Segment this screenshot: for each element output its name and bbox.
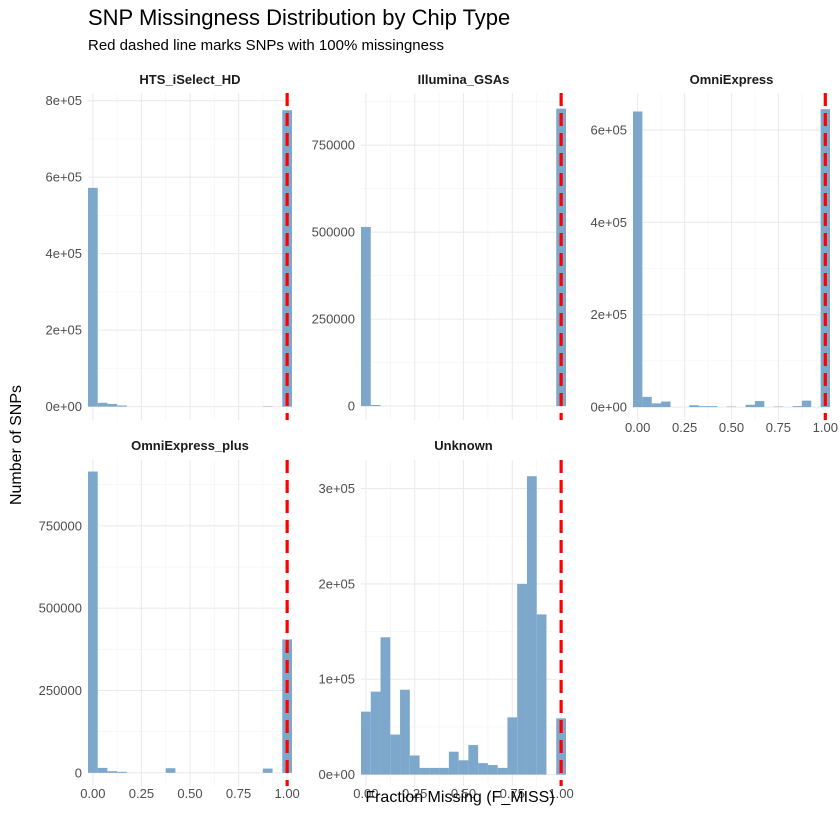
histogram-bar	[801, 400, 812, 408]
histogram-bar	[107, 771, 118, 773]
y-tick-label: 2e+05	[45, 323, 82, 338]
y-tick-label: 4e+05	[590, 215, 627, 230]
facet-strip-label: HTS_iSelect_HD	[139, 72, 240, 87]
x-tick-label: 0.00	[353, 786, 378, 801]
histogram-bar	[262, 768, 273, 773]
histogram-bar	[517, 583, 527, 775]
histogram-bar	[689, 405, 699, 408]
x-tick-label: 0.75	[500, 786, 525, 801]
facet-panel: OmniExpress 0e+00 2e+05 4e+05 6e+05 0.00 0.25 0…	[590, 72, 837, 435]
y-tick-label: 500000	[39, 601, 82, 616]
y-tick-label: 6e+05	[45, 170, 82, 185]
histogram-bar	[478, 763, 488, 775]
histogram-bar	[792, 406, 802, 408]
facet-strip-label: Unknown	[434, 438, 493, 453]
x-tick-label: 0.75	[766, 420, 791, 435]
histogram-bar	[419, 767, 430, 775]
facet-strip-label: OmniExpress_plus	[131, 438, 249, 453]
histogram-bar	[536, 614, 547, 775]
histogram-bar	[448, 751, 459, 775]
y-tick-label: 0e+00	[318, 767, 355, 782]
y-tick-label: 750000	[312, 138, 355, 153]
facet-panel: Illumina_GSAs 0 250000 500000 750000	[312, 72, 566, 420]
histogram-bar	[487, 765, 498, 775]
y-tick-label: 8e+05	[45, 93, 82, 108]
x-tick-label: 1.00	[274, 786, 299, 801]
x-tick-label: 0.50	[177, 786, 202, 801]
x-tick-label: 1.00	[548, 786, 573, 801]
y-tick-label: 250000	[312, 312, 355, 327]
histogram-bar	[497, 767, 508, 775]
y-tick-label: 4e+05	[45, 246, 82, 261]
histogram-bar	[439, 767, 449, 775]
y-tick-label: 250000	[39, 683, 82, 698]
y-tick-label: 0	[348, 399, 355, 414]
histogram-bar	[361, 711, 371, 775]
histogram-bar	[97, 767, 108, 773]
histogram-bar	[745, 404, 755, 408]
y-axis-title: Number of SNPs	[8, 385, 25, 505]
histogram-bar	[117, 771, 127, 773]
y-tick-label: 3e+05	[318, 481, 355, 496]
y-tick-label: 2e+05	[318, 576, 355, 591]
facet-strip-label: OmniExpress	[690, 72, 774, 87]
x-tick-label: 1.00	[813, 420, 838, 435]
histogram-bar	[107, 403, 118, 407]
histogram-bar	[370, 405, 381, 407]
histogram-bar	[88, 471, 98, 773]
histogram-bar	[651, 403, 662, 408]
y-tick-label: 1e+05	[318, 672, 355, 687]
histogram-bar	[117, 405, 127, 407]
histogram-bar	[642, 396, 652, 408]
histogram-bar	[526, 476, 537, 775]
y-tick-label: 2e+05	[590, 307, 627, 322]
histogram-bar	[754, 401, 765, 408]
histogram-bar	[361, 226, 371, 407]
histogram-bar	[698, 406, 709, 408]
histogram-bar	[165, 768, 176, 773]
histogram-bar	[708, 406, 718, 408]
facet-panels: HTS_iSelect_HD 0e+00 2e+05 4e+05 6e+05 8e+05 I…	[39, 72, 838, 801]
histogram-bar	[88, 187, 98, 407]
y-tick-label: 0e+00	[45, 399, 82, 414]
x-tick-label: 0.75	[226, 786, 251, 801]
x-tick-label: 0.50	[719, 420, 744, 435]
y-tick-label: 0e+00	[590, 400, 627, 415]
histogram-bar	[370, 691, 381, 775]
histogram-bar	[97, 402, 108, 407]
x-tick-label: 0.50	[451, 786, 476, 801]
histogram-bar	[661, 401, 671, 408]
facet-panel: HTS_iSelect_HD 0e+00 2e+05 4e+05 6e+05 8e+05	[45, 72, 292, 420]
x-tick-label: 0.25	[672, 420, 697, 435]
facet-panel: Unknown 0e+00 1e+05 2e+05 3e+05 0.00 0.25 0.50 0…	[318, 438, 573, 801]
x-tick-label: 0.00	[80, 786, 105, 801]
x-tick-label: 0.25	[402, 786, 427, 801]
chart-title: SNP Missingness Distribution by Chip Typ…	[88, 5, 511, 30]
facet-panel: OmniExpress_plus 0 250000 500000 750000 0.00 0…	[39, 438, 300, 801]
histogram-bar	[507, 717, 518, 775]
histogram-bar	[429, 767, 440, 775]
chart-subtitle: Red dashed line marks SNPs with 100% mis…	[88, 37, 444, 54]
histogram-bar	[380, 637, 391, 775]
histogram-bar	[400, 689, 410, 775]
y-tick-label: 6e+05	[590, 122, 627, 137]
x-axis-title: Fraction Missing (F_MISS)	[365, 789, 554, 806]
y-tick-label: 750000	[39, 518, 82, 533]
histogram-bar	[458, 760, 469, 775]
histogram-bar	[633, 111, 643, 408]
x-tick-label: 0.25	[129, 786, 154, 801]
histogram-bar	[390, 734, 401, 775]
x-tick-label: 0.00	[625, 420, 650, 435]
y-tick-label: 0	[75, 765, 82, 780]
histogram-bar	[468, 745, 479, 775]
y-tick-label: 500000	[312, 225, 355, 240]
histogram-bar	[409, 755, 420, 775]
facet-strip-label: Illumina_GSAs	[418, 72, 510, 87]
